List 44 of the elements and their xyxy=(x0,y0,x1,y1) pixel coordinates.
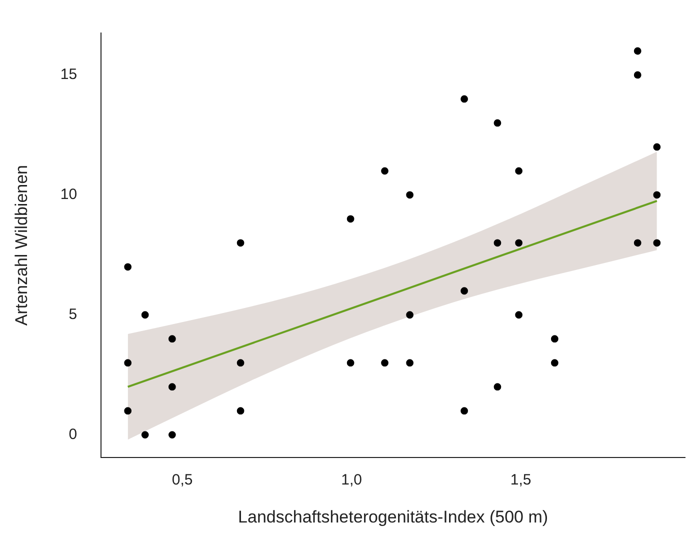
point xyxy=(168,335,176,343)
point xyxy=(381,167,388,175)
point xyxy=(141,431,149,439)
point xyxy=(460,407,468,415)
point xyxy=(634,47,642,55)
point xyxy=(653,143,661,151)
point xyxy=(634,71,642,79)
point xyxy=(236,407,244,415)
y-tick-label: 0 xyxy=(68,426,78,443)
point xyxy=(381,359,388,367)
y-axis-title: Artenzahl Wildbienen xyxy=(12,164,31,326)
point xyxy=(494,119,502,127)
point xyxy=(346,359,354,367)
x-tick-label: 1,0 xyxy=(341,472,362,489)
x-axis-title: Landschaftsheterogenitäts-Index (500 m) xyxy=(238,507,548,526)
point xyxy=(406,359,414,367)
point xyxy=(634,239,642,247)
point xyxy=(141,311,149,319)
point xyxy=(236,239,244,247)
point xyxy=(124,407,132,415)
y-tick-label: 5 xyxy=(68,306,78,324)
point xyxy=(460,95,468,103)
point xyxy=(550,335,558,343)
point xyxy=(346,215,354,223)
point xyxy=(653,191,661,199)
point xyxy=(494,239,502,247)
point xyxy=(515,239,522,247)
point xyxy=(515,167,522,175)
point xyxy=(168,383,176,391)
point xyxy=(460,287,468,295)
point xyxy=(168,431,176,439)
point xyxy=(124,263,132,271)
point xyxy=(494,383,502,391)
point xyxy=(515,311,522,319)
y-tick-label: 15 xyxy=(60,66,78,84)
point xyxy=(236,359,244,367)
point xyxy=(124,359,132,367)
point xyxy=(406,311,414,319)
x-tick-label: 1,5 xyxy=(510,472,532,489)
point xyxy=(550,359,558,367)
y-tick-label: 10 xyxy=(60,186,78,204)
x-tick-label: 0,5 xyxy=(172,472,193,489)
point xyxy=(653,239,661,247)
point xyxy=(406,191,414,199)
